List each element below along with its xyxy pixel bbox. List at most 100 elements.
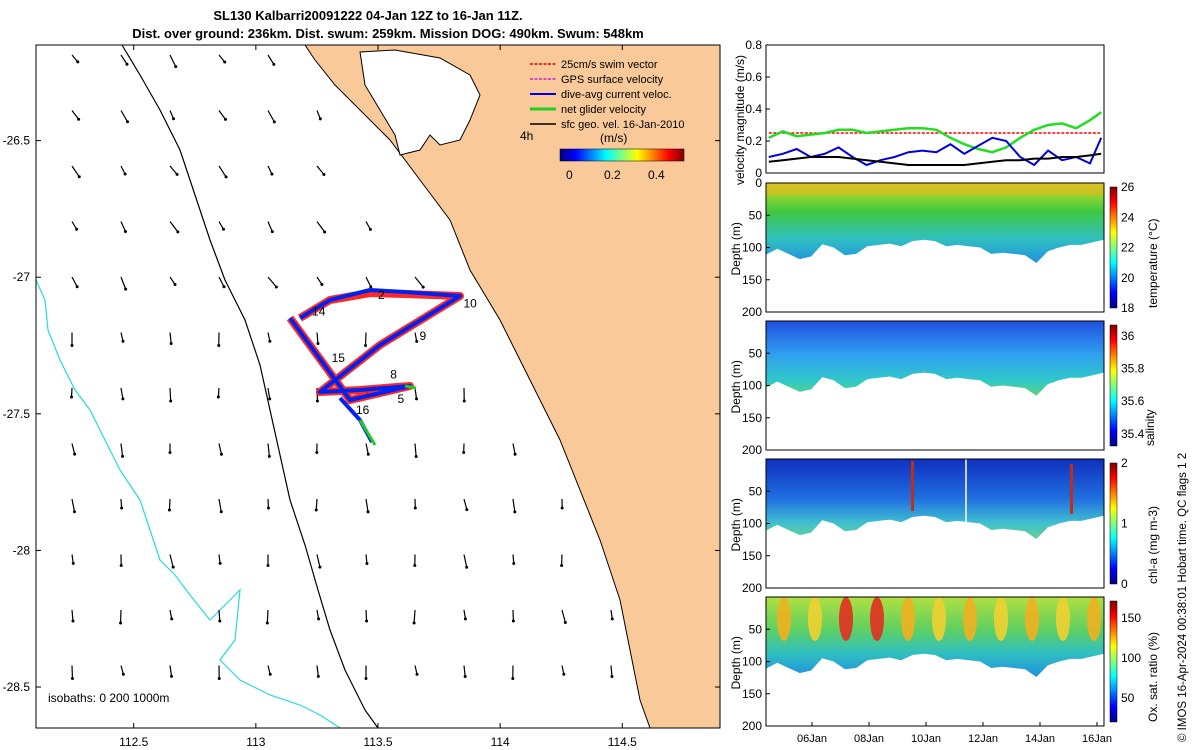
current-vector-head — [315, 450, 319, 454]
track-day-label: 14 — [312, 304, 326, 318]
current-vector-head — [265, 621, 269, 625]
land-mass — [304, 44, 721, 729]
current-vector-head — [463, 674, 467, 678]
current-vector — [218, 443, 223, 455]
current-vector-head — [270, 172, 274, 176]
oxygen-bloom — [1025, 597, 1039, 641]
map-panel: 2 10 14 9 15 85 16 25cm/s swim vector GPS surf… — [3, 44, 721, 749]
current-vector-head — [121, 397, 125, 401]
map-ytick-label: -26.5 — [3, 134, 31, 148]
section-colorbar-tick: 24 — [1121, 210, 1135, 224]
current-vector — [463, 554, 468, 568]
section-ytick-label: 150 — [742, 273, 762, 287]
section-ytick-label: 0 — [755, 176, 762, 190]
map-ytick-label: -27.5 — [3, 407, 31, 421]
map-colorbar-tick-2: 0.4 — [648, 168, 665, 182]
map-ytick-label: -28.5 — [3, 680, 31, 694]
current-vector — [218, 609, 221, 622]
current-vector-head — [171, 565, 175, 569]
current-vector-head — [368, 227, 372, 231]
current-vector — [316, 332, 319, 344]
section-xtick-label: 12Jan — [968, 733, 998, 745]
current-vector-head — [268, 339, 272, 343]
map-xtick-label: 113 — [246, 735, 265, 749]
velocity-ytick-label: 0.2 — [745, 134, 762, 148]
section-colorbar — [1109, 600, 1118, 723]
current-vector — [71, 221, 78, 230]
current-vector-head — [126, 120, 129, 124]
current-vector-head — [121, 454, 125, 458]
current-vector — [316, 609, 320, 619]
map-ytick-label: -27 — [13, 270, 31, 284]
current-vector-head — [610, 617, 614, 621]
current-vector-head — [77, 175, 81, 179]
current-vector — [414, 332, 418, 342]
current-vector — [168, 498, 171, 511]
shark-bay-water — [359, 49, 481, 156]
section-xtick-label: 16Jan — [1082, 733, 1112, 745]
oxygen-bloom — [777, 597, 791, 641]
current-vector-head — [272, 62, 276, 66]
current-vector — [267, 221, 273, 232]
current-vector-head — [268, 672, 272, 676]
current-vector-head — [119, 563, 123, 567]
section-colorbar — [1109, 186, 1118, 309]
section-panel: 50 100 150 200 Depth (m) 0 1 2 chl-a (mg m-3) — [729, 456, 1160, 595]
current-vector — [120, 221, 127, 232]
current-vector — [169, 54, 177, 67]
current-vector-head — [465, 565, 469, 569]
section-colorbar-tick: 0 — [1121, 577, 1128, 591]
section-colorbar-label: temperature (°C) — [1146, 219, 1160, 309]
current-vector — [218, 554, 221, 564]
current-vector-head — [413, 506, 417, 510]
current-vector — [267, 443, 270, 457]
current-vector-head — [415, 339, 419, 343]
current-vector-head — [317, 617, 321, 621]
current-vector — [610, 665, 613, 677]
section-colorbar-tick: 2 — [1121, 456, 1128, 470]
current-vector-head — [316, 674, 320, 678]
chl-spike — [1070, 464, 1073, 514]
glider-track — [286, 288, 464, 446]
current-vector-head — [71, 561, 75, 565]
map-xtick-label: 112.5 — [119, 735, 148, 749]
current-vector — [169, 554, 174, 568]
section-ytick-label: 200 — [742, 719, 762, 733]
current-vector-head — [218, 561, 222, 565]
velocity-ylabel: velocity magnitude (m/s) — [733, 55, 747, 185]
current-vector-head — [421, 285, 425, 289]
map-colorbar-tick-0: 0 — [566, 168, 573, 182]
section-ytick-label: 100 — [742, 517, 762, 531]
current-vector — [169, 665, 173, 677]
section-ytick-label: 50 — [749, 208, 763, 222]
current-vector-head — [219, 452, 223, 456]
current-vector — [267, 165, 273, 175]
velocity-axis-ticks: 0 0.2 0.4 0.6 0.8 — [745, 38, 770, 180]
current-vector — [71, 443, 76, 455]
current-vector — [169, 276, 176, 285]
current-vector — [610, 609, 613, 619]
oxygen-bloom — [994, 597, 1008, 641]
current-vector-field — [70, 54, 614, 680]
current-vector-head — [174, 65, 178, 69]
section-colorbar-tick: 20 — [1121, 271, 1135, 285]
legend-sfc-geo-vel: sfc geo. vel. 16-Jan-2010 — [561, 119, 685, 131]
current-vector-head — [314, 508, 318, 512]
track-day-label: 2 — [378, 288, 385, 302]
current-vector-head — [412, 621, 416, 625]
section-ytick-label: 100 — [742, 379, 762, 393]
section-ytick-label: 50 — [749, 484, 763, 498]
section-colorbar-label: chl-a (mg m-3) — [1146, 506, 1160, 584]
track-day-label: 5 — [398, 392, 405, 406]
current-vector-head — [272, 120, 276, 124]
current-vector-head — [274, 285, 278, 289]
current-vector-head — [364, 343, 368, 347]
current-vector — [169, 332, 172, 344]
section-data-field — [766, 183, 1104, 263]
section-xtick-label: 08Jan — [854, 733, 884, 745]
current-vector-head — [513, 510, 517, 514]
current-vector — [315, 498, 318, 511]
current-vector-head — [216, 395, 220, 399]
velocity-series-line — [768, 136, 1103, 167]
